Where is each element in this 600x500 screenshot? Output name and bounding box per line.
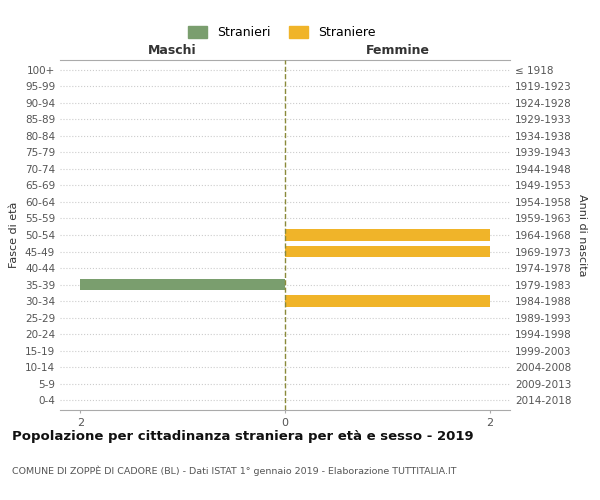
Bar	[285, 246, 490, 258]
Text: Maschi: Maschi	[148, 44, 197, 57]
Bar	[80, 278, 285, 290]
Bar	[285, 295, 490, 307]
Bar	[285, 229, 490, 241]
Y-axis label: Anni di nascita: Anni di nascita	[577, 194, 587, 276]
Text: Popolazione per cittadinanza straniera per età e sesso - 2019: Popolazione per cittadinanza straniera p…	[12, 430, 473, 443]
Y-axis label: Fasce di età: Fasce di età	[10, 202, 19, 268]
Legend: Stranieri, Straniere: Stranieri, Straniere	[184, 21, 380, 44]
Text: Femmine: Femmine	[365, 44, 430, 57]
Text: COMUNE DI ZOPPÈ DI CADORE (BL) - Dati ISTAT 1° gennaio 2019 - Elaborazione TUTTI: COMUNE DI ZOPPÈ DI CADORE (BL) - Dati IS…	[12, 465, 457, 475]
